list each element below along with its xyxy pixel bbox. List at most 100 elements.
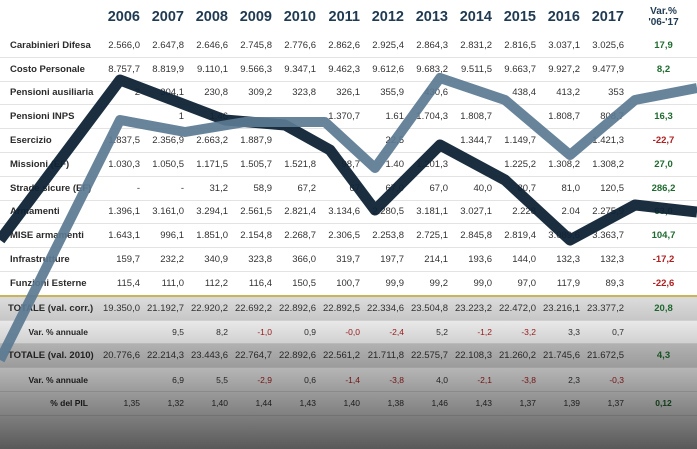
value-cell: 115,4	[102, 271, 146, 297]
value-cell: 99,0	[454, 271, 498, 297]
variation-cell: 4,3	[630, 343, 697, 369]
table-row: Var. % annuale 6,9 5,5 -2,9 0,6 -1,4 -3,8 4,0 -2…	[0, 367, 697, 392]
variation-cell: -22,7	[630, 128, 697, 153]
table-row: Pensioni INPS 1 1.46 1.370,7 1.61 1.704,3 1.80…	[0, 104, 697, 130]
value-cell: 111,0	[146, 271, 190, 297]
row-label: Armamenti	[0, 200, 102, 225]
value-cell: 67,2	[278, 176, 322, 201]
value-cell: 1.643,1	[102, 223, 146, 249]
value-cell: 3.161,0	[146, 200, 190, 225]
value-cell: 2.253,8	[366, 223, 410, 249]
row-label: Var. % annuale	[0, 367, 102, 392]
value-cell: 1.344,7	[454, 128, 498, 153]
value-cell: 20.776,6	[102, 343, 146, 369]
row-label: MISE armamenti	[0, 223, 102, 249]
value-cell: 2.154,8	[234, 223, 278, 249]
value-cell: 4,0	[410, 367, 454, 392]
value-cell: 230,8	[190, 81, 234, 106]
year-header: 2013	[415, 9, 448, 25]
value-cell: -3,8	[366, 367, 410, 392]
value-cell: 2.925,4	[366, 34, 410, 58]
table-row: Carabinieri Difesa 2.566,0 2.647,8 2.646,6 2…	[0, 34, 697, 58]
value-cell: 23.377,2	[586, 294, 630, 321]
value-cell: 150,5	[278, 271, 322, 297]
value-cell: 1.050,5	[146, 152, 190, 177]
value-cell: 120,5	[586, 176, 630, 201]
table-row: Armamenti 1.396,1 3.161,0 3.294,1 2.561,5 2.8…	[0, 200, 697, 225]
value-cell: -	[146, 176, 190, 201]
header-row: 2006 2007 2008 2009 2010 2011 2012 2013 …	[0, 0, 697, 34]
value-cell: -0,3	[586, 367, 630, 392]
year-header: 2006	[107, 9, 140, 25]
value-cell: 438,4	[498, 81, 542, 106]
table-row: Costo Personale 8.757,7 8.819,9 9.110,1 9.56…	[0, 57, 697, 82]
value-cell: 98,7	[322, 152, 366, 177]
value-cell: 22.692,2	[234, 294, 278, 321]
value-cell: 19.350,0	[102, 294, 146, 321]
value-cell: 9.683,2	[410, 57, 454, 82]
value-cell: 2,3	[542, 367, 586, 392]
value-cell: 9.477,9	[586, 57, 630, 82]
row-label: Esercizio	[0, 128, 102, 153]
variation-header-line1: Var.%	[650, 6, 677, 17]
row-label: Missioni (EF)	[0, 152, 102, 177]
variation-cell	[630, 367, 697, 392]
value-cell: 214,1	[410, 247, 454, 272]
variation-cell: 16,3	[630, 104, 697, 130]
value-cell: 1,44	[234, 391, 278, 416]
value-cell: 22.892,5	[322, 294, 366, 321]
variation-cell: -22,6	[630, 271, 697, 297]
value-cell: 22.575,7	[410, 343, 454, 369]
year-header: 2008	[195, 9, 228, 25]
value-cell: 9,5	[146, 320, 190, 345]
value-cell: 3.363,7	[586, 223, 630, 249]
row-label: Costo Personale	[0, 57, 102, 82]
value-cell: 89,3	[586, 271, 630, 297]
value-cell: 2.268,7	[278, 223, 322, 249]
value-cell: 8.819,9	[146, 57, 190, 82]
row-label: TOTALE (val. corr.)	[0, 294, 102, 321]
value-cell: 21.745,6	[542, 343, 586, 369]
table-row: Pensioni ausiliaria 2 304,1 230,8 309,2 323,8…	[0, 81, 697, 106]
value-cell: 323,8	[234, 247, 278, 272]
value-cell: 0,7	[586, 320, 630, 345]
value-cell: 3.025,6	[586, 34, 630, 58]
value-cell: 159,7	[102, 247, 146, 272]
value-cell: 99,9	[366, 271, 410, 297]
value-cell: 1.370,7	[322, 104, 366, 130]
value-cell: 1.808,7	[542, 104, 586, 130]
value-cell: 2.816,5	[498, 34, 542, 58]
value-cell: 996,1	[146, 223, 190, 249]
value-cell: -3,8	[498, 367, 542, 392]
table-row: TOTALE (val. corr.) 19.350,0 21.192,7 22.92…	[0, 294, 697, 321]
value-cell	[102, 104, 146, 130]
year-header: 2011	[328, 9, 360, 25]
row-label: % del PIL	[0, 391, 102, 416]
year-header: 2012	[371, 9, 404, 25]
value-cell: -2,1	[454, 367, 498, 392]
value-cell: 2.04	[542, 200, 586, 225]
value-cell: 340,9	[190, 247, 234, 272]
value-cell: 1,37	[498, 391, 542, 416]
value-cell: 1.61	[366, 104, 410, 130]
value-cell: 2.280,5	[366, 200, 410, 225]
row-label: Pensioni ausiliaria	[0, 81, 102, 106]
value-cell: 2.845,8	[454, 223, 498, 249]
value-cell: 21.711,8	[366, 343, 410, 369]
value-cell: 132,3	[586, 247, 630, 272]
value-cell: 2.745,8	[234, 34, 278, 58]
variation-cell: 20,8	[630, 294, 697, 321]
variation-cell: 63,0	[630, 200, 697, 225]
value-cell: 232,2	[146, 247, 190, 272]
value-cell: 21.192,7	[146, 294, 190, 321]
value-cell: 22.764,7	[234, 343, 278, 369]
value-cell: 1.396,1	[102, 200, 146, 225]
value-cell: 116,4	[234, 271, 278, 297]
value-cell: 67,0	[366, 176, 410, 201]
value-cell	[454, 152, 498, 177]
year-header: 2017	[591, 9, 624, 25]
value-cell: 1,43	[278, 391, 322, 416]
value-cell: 1.171,5	[190, 152, 234, 177]
variation-cell: 27,0	[630, 152, 697, 177]
